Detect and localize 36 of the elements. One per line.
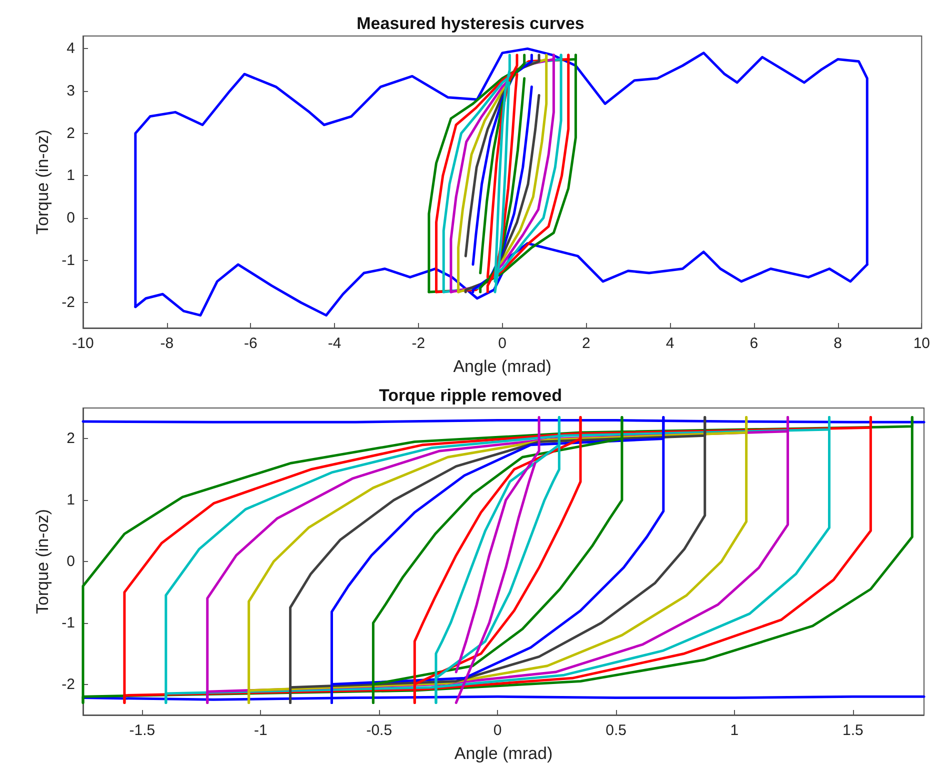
y-tick-label: 4 [66,40,75,58]
x-tick-label: 6 [750,335,758,352]
x-tick-label: 10 [913,335,930,352]
x-tick-label: 0.5 [606,722,626,739]
chart-title: Measured hysteresis curves [356,14,584,33]
x-axis-title: Angle (mrad) [454,744,553,763]
x-tick-label: -1 [254,722,268,739]
x-tick-label: 4 [666,335,674,352]
y-tick-label: 1 [66,492,75,509]
y-tick-label: 1 [66,167,75,184]
x-tick-label: 2 [582,335,590,352]
y-tick-label: 3 [66,82,75,100]
y-tick-label: -1 [62,252,75,269]
y-tick-label: -2 [62,676,75,693]
y-tick-label: 0 [66,553,75,570]
y-tick-label: 2 [66,124,75,142]
x-tick-label: 1.5 [842,722,864,739]
y-tick-label: -1 [62,614,75,632]
x-tick-label: 0 [493,722,502,739]
x-tick-label: -2 [412,335,426,352]
y-axis-title: Torque (in-oz) [32,130,52,234]
x-tick-label: -0.5 [366,722,392,739]
y-tick-label: 0 [66,209,75,226]
y-tick-label: 2 [66,430,75,448]
chart-title: Torque ripple removed [379,386,562,405]
x-tick-label: -6 [244,335,258,352]
x-tick-label: 8 [834,335,842,352]
x-tick-label: -10 [72,335,94,352]
x-tick-label: -8 [160,335,174,352]
x-tick-label: -4 [328,335,342,352]
x-tick-label: -1.5 [129,722,156,739]
x-axis-title: Angle (mrad) [453,357,552,376]
x-tick-label: 0 [498,335,506,352]
y-tick-label: -2 [62,294,75,312]
x-tick-label: 1 [730,722,739,739]
y-axis-title: Torque (in-oz) [32,509,52,614]
